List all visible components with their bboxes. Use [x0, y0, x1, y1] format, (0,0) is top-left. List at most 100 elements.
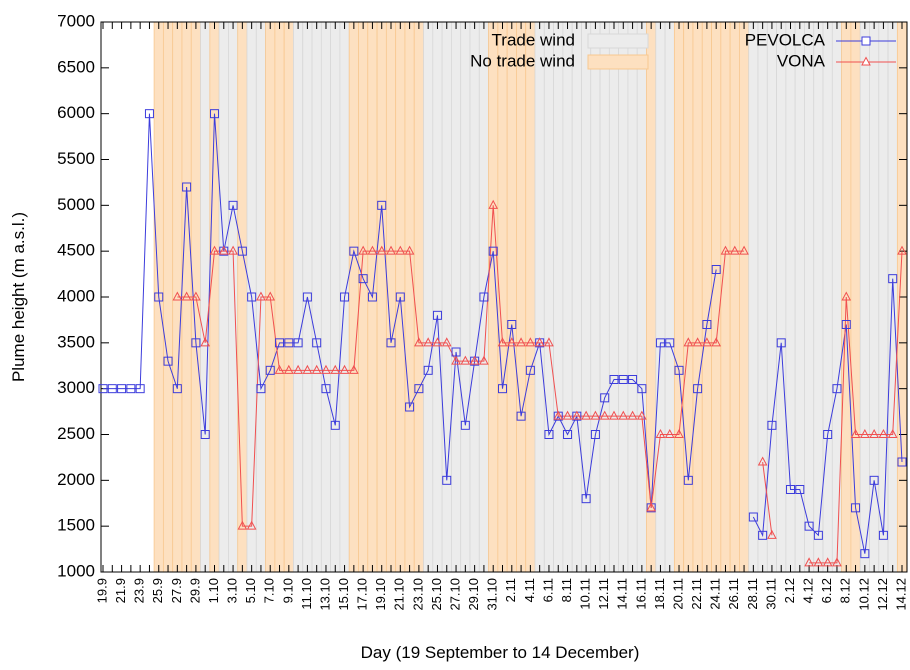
wind-band	[525, 21, 536, 573]
point-marker	[181, 291, 192, 301]
point-marker	[544, 337, 554, 347]
point-marker	[349, 246, 359, 256]
point-marker	[395, 245, 406, 255]
legend-marker	[861, 56, 871, 66]
x-tick-label: 12.11	[596, 578, 611, 610]
point-marker	[841, 291, 852, 301]
wind-band	[711, 21, 722, 573]
point-marker	[275, 338, 285, 348]
point-marker	[386, 338, 396, 348]
y-tick-label: 2000	[57, 470, 95, 489]
x-tick-label: 25.10	[429, 578, 444, 611]
point-marker	[228, 200, 238, 210]
point-marker	[98, 384, 108, 394]
x-tick-label: 5.10	[243, 578, 258, 603]
legend-label: No trade wind	[470, 51, 575, 70]
point-marker	[107, 384, 117, 394]
point-marker	[757, 456, 768, 466]
x-tick-label: 18.11	[652, 578, 667, 610]
series-line	[177, 205, 903, 564]
point-marker	[460, 355, 471, 365]
wind-band	[618, 21, 629, 573]
wind-band	[776, 21, 787, 573]
point-marker	[488, 199, 499, 209]
point-marker	[283, 364, 294, 374]
x-tick-label: 26.11	[726, 578, 741, 610]
point-marker	[767, 529, 777, 539]
point-marker	[562, 410, 573, 420]
x-tick-label: 3.10	[225, 578, 240, 603]
x-tick-label: 1.10	[206, 578, 221, 603]
legend-label: VONA	[777, 51, 826, 70]
wind-band	[692, 21, 703, 573]
point-marker	[832, 557, 842, 567]
point-marker	[655, 338, 665, 348]
point-marker	[739, 245, 749, 255]
point-marker	[488, 246, 498, 256]
point-marker	[479, 292, 489, 302]
x-tick-label: 20.11	[670, 578, 685, 610]
wind-band	[228, 21, 239, 573]
point-marker	[767, 420, 777, 430]
point-marker	[246, 520, 257, 530]
x-tick-label: 19.9	[94, 578, 109, 603]
point-marker	[702, 320, 712, 329]
x-tick-label: 14.11	[615, 578, 630, 610]
point-marker	[209, 245, 220, 255]
x-tick-label: 21.10	[392, 578, 407, 611]
point-marker	[284, 338, 294, 348]
wind-band	[432, 21, 443, 573]
point-marker	[302, 364, 313, 374]
wind-band	[636, 21, 647, 573]
point-marker	[191, 291, 201, 301]
y-tick-label: 7000	[57, 11, 95, 30]
wind-band	[720, 21, 731, 573]
x-tick-label: 9.10	[280, 578, 295, 603]
wind-band	[748, 21, 759, 573]
x-tick-label: 8.11	[559, 578, 574, 602]
point-marker	[209, 109, 219, 119]
wind-band	[655, 21, 666, 573]
y-tick-label: 5500	[57, 149, 95, 168]
wind-band	[729, 21, 740, 573]
x-tick-label: 29.10	[466, 578, 481, 611]
point-marker	[516, 337, 526, 347]
wind-band	[581, 21, 592, 573]
point-marker	[832, 384, 842, 394]
point-marker	[674, 365, 684, 375]
wind-band	[376, 21, 387, 573]
point-marker	[683, 337, 694, 347]
legend-label: Trade wind	[492, 30, 575, 49]
x-tick-label: 2.12	[782, 578, 797, 603]
x-tick-label: 30.11	[763, 578, 778, 610]
x-tick-label: 6.11	[540, 578, 555, 602]
point-marker	[330, 420, 340, 430]
point-marker	[293, 364, 303, 374]
point-marker	[860, 428, 870, 438]
point-marker	[311, 364, 322, 374]
point-marker	[479, 355, 489, 365]
point-marker	[163, 356, 173, 366]
wind-band	[804, 21, 815, 573]
wind-band	[822, 21, 833, 573]
point-marker	[367, 292, 377, 302]
wind-band	[320, 21, 332, 573]
point-marker	[200, 430, 210, 439]
point-marker	[850, 428, 861, 438]
x-tick-label: 24.11	[708, 578, 723, 610]
wind-band	[534, 21, 545, 573]
x-tick-label: 8.12	[838, 578, 853, 603]
point-marker	[340, 292, 350, 302]
point-marker	[655, 428, 666, 438]
point-marker	[563, 430, 573, 439]
point-marker	[553, 410, 564, 420]
legend-marker	[861, 36, 871, 46]
point-marker	[321, 384, 331, 394]
point-marker	[432, 310, 442, 320]
wind-band	[543, 21, 554, 573]
x-tick-label: 17.10	[355, 578, 370, 611]
point-marker	[172, 291, 183, 301]
wind-band	[209, 21, 220, 573]
wind-band	[460, 21, 471, 573]
